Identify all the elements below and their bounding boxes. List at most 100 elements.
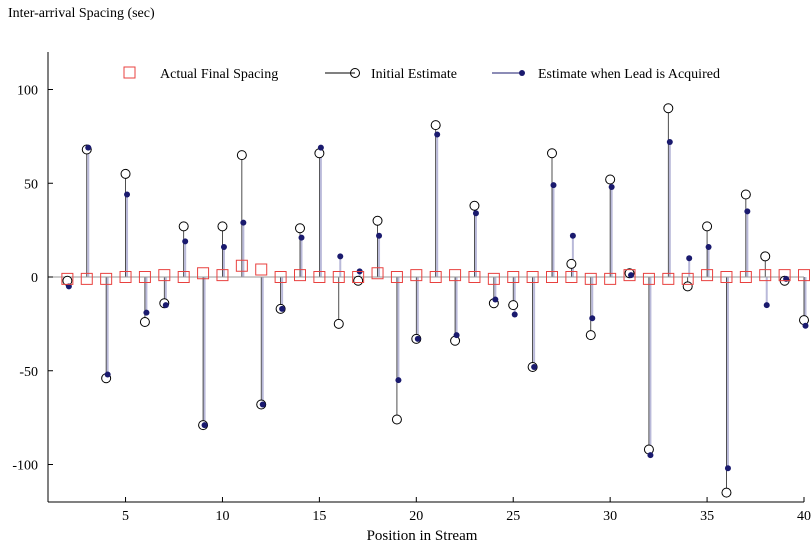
point-actual-spacing xyxy=(61,272,74,285)
point-actual-spacing xyxy=(138,271,151,283)
point-initial-estimate xyxy=(663,103,674,114)
point-actual-spacing xyxy=(390,271,403,283)
point-actual-spacing xyxy=(429,271,442,283)
legend-marker-initial xyxy=(350,68,360,78)
point-actual-spacing xyxy=(662,272,675,285)
point-initial-estimate xyxy=(547,148,557,159)
point-actual-spacing xyxy=(487,272,500,285)
point-initial-estimate xyxy=(760,251,771,262)
point-initial-estimate xyxy=(391,414,402,425)
point-lead-estimate xyxy=(666,139,673,145)
point-initial-estimate xyxy=(333,318,344,329)
point-lead-estimate xyxy=(124,191,131,198)
point-lead-estimate xyxy=(550,182,557,189)
point-actual-spacing xyxy=(158,269,171,282)
point-actual-spacing xyxy=(449,269,462,282)
point-lead-estimate xyxy=(376,232,383,239)
point-initial-estimate xyxy=(702,221,713,232)
point-lead-estimate xyxy=(414,335,421,342)
x-axis-title: Position in Stream xyxy=(367,528,478,544)
y-tick-label: -100 xyxy=(12,459,38,474)
point-lead-estimate xyxy=(511,311,518,318)
point-lead-estimate xyxy=(337,253,344,260)
point-lead-estimate xyxy=(220,244,227,250)
point-initial-estimate xyxy=(566,258,577,269)
point-actual-spacing xyxy=(255,263,268,276)
legend-label-lead: Estimate when Lead is Acquired xyxy=(538,67,720,82)
point-lead-estimate xyxy=(763,302,770,309)
point-actual-spacing xyxy=(720,271,733,283)
point-lead-estimate xyxy=(143,309,150,316)
point-lead-estimate xyxy=(647,452,654,459)
y-tick-label: -50 xyxy=(19,365,38,380)
point-actual-spacing xyxy=(778,269,791,282)
point-lead-estimate xyxy=(85,144,92,151)
point-actual-spacing xyxy=(507,271,520,283)
point-actual-spacing xyxy=(80,272,93,285)
point-actual-spacing xyxy=(313,271,326,283)
point-lead-estimate xyxy=(705,244,712,250)
axes-layer: -100 -50 0 50 100 5 10 15 20 25 30 35 40 xyxy=(12,52,811,524)
point-actual-spacing xyxy=(468,271,481,283)
point-lead-estimate xyxy=(531,364,538,370)
point-lead-estimate xyxy=(453,332,460,339)
y-tick-label: 50 xyxy=(24,177,38,192)
y-tick-label: 0 xyxy=(31,271,38,286)
x-tick-label: 20 xyxy=(409,509,423,524)
legend-label-initial: Initial Estimate xyxy=(371,67,457,82)
point-lead-estimate xyxy=(259,401,266,408)
legend-marker-actual xyxy=(123,66,136,79)
point-actual-spacing xyxy=(100,272,113,285)
point-actual-spacing xyxy=(235,259,248,272)
legend: Actual Final Spacing Initial Estimate Es… xyxy=(118,62,788,90)
point-actual-spacing xyxy=(681,272,694,285)
x-tick-label: 5 xyxy=(122,509,129,524)
point-actual-spacing xyxy=(177,271,190,283)
point-actual-spacing xyxy=(739,271,752,283)
point-actual-spacing xyxy=(119,271,132,283)
point-lead-estimate xyxy=(628,272,635,279)
point-lead-estimate xyxy=(298,234,305,241)
x-tick-label: 10 xyxy=(215,509,229,524)
point-initial-estimate xyxy=(585,330,596,341)
x-tick-label: 30 xyxy=(603,509,617,524)
x-tick-label: 25 xyxy=(506,509,520,524)
point-lead-estimate xyxy=(201,422,208,429)
point-actual-spacing xyxy=(352,271,365,283)
point-actual-spacing xyxy=(798,269,810,282)
legend-label-actual: Actual Final Spacing xyxy=(160,67,278,82)
point-actual-spacing xyxy=(410,269,423,282)
point-actual-spacing xyxy=(294,269,306,282)
x-tick-label: 40 xyxy=(797,509,811,524)
point-actual-spacing xyxy=(565,271,578,283)
point-initial-estimate xyxy=(236,150,247,161)
point-actual-spacing xyxy=(216,269,229,282)
legend-marker-lead xyxy=(519,70,525,76)
point-lead-estimate xyxy=(182,238,189,245)
point-actual-spacing xyxy=(759,269,772,282)
point-lead-estimate xyxy=(104,371,111,378)
point-lead-estimate xyxy=(569,232,576,239)
point-lead-estimate xyxy=(802,322,809,329)
point-lead-estimate xyxy=(240,219,247,226)
point-initial-estimate xyxy=(740,189,751,200)
point-lead-estimate xyxy=(317,144,324,151)
point-lead-estimate xyxy=(744,208,751,215)
point-lead-estimate xyxy=(395,377,402,384)
point-lead-estimate xyxy=(686,255,693,262)
point-lead-estimate xyxy=(492,296,499,303)
point-initial-estimate xyxy=(295,223,305,234)
point-initial-estimate xyxy=(372,215,383,226)
point-actual-spacing xyxy=(274,271,287,283)
y-tick-label: 100 xyxy=(17,84,38,99)
point-actual-spacing xyxy=(642,272,655,285)
point-lead-estimate xyxy=(608,184,615,190)
point-lead-estimate xyxy=(472,210,479,217)
point-actual-spacing xyxy=(701,269,714,282)
point-lead-estimate xyxy=(724,465,731,472)
point-lead-estimate xyxy=(434,131,441,138)
point-actual-spacing xyxy=(371,267,384,280)
y-axis-title: Inter-arrival Spacing (sec) xyxy=(8,6,155,21)
point-actual-spacing xyxy=(546,271,558,283)
